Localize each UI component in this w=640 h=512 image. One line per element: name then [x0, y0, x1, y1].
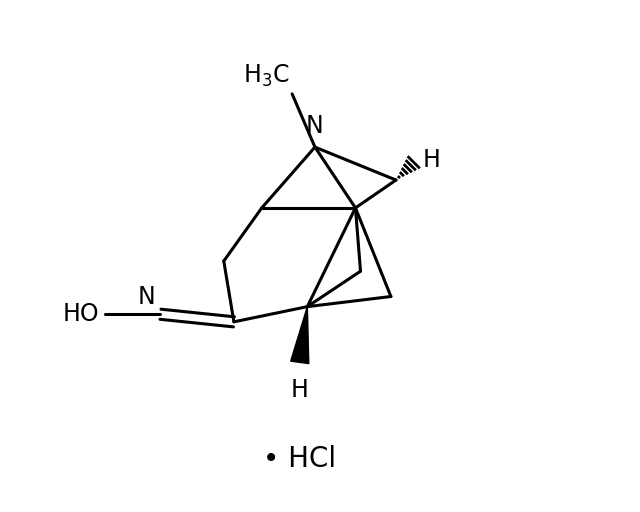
Text: H: H: [291, 377, 308, 401]
Text: H$_3$C: H$_3$C: [243, 62, 290, 89]
Text: N: N: [138, 285, 156, 309]
Text: N: N: [306, 114, 324, 138]
Text: H: H: [423, 148, 441, 172]
Text: HO: HO: [63, 302, 100, 326]
Text: • HCl: • HCl: [263, 444, 336, 473]
Polygon shape: [291, 307, 308, 364]
